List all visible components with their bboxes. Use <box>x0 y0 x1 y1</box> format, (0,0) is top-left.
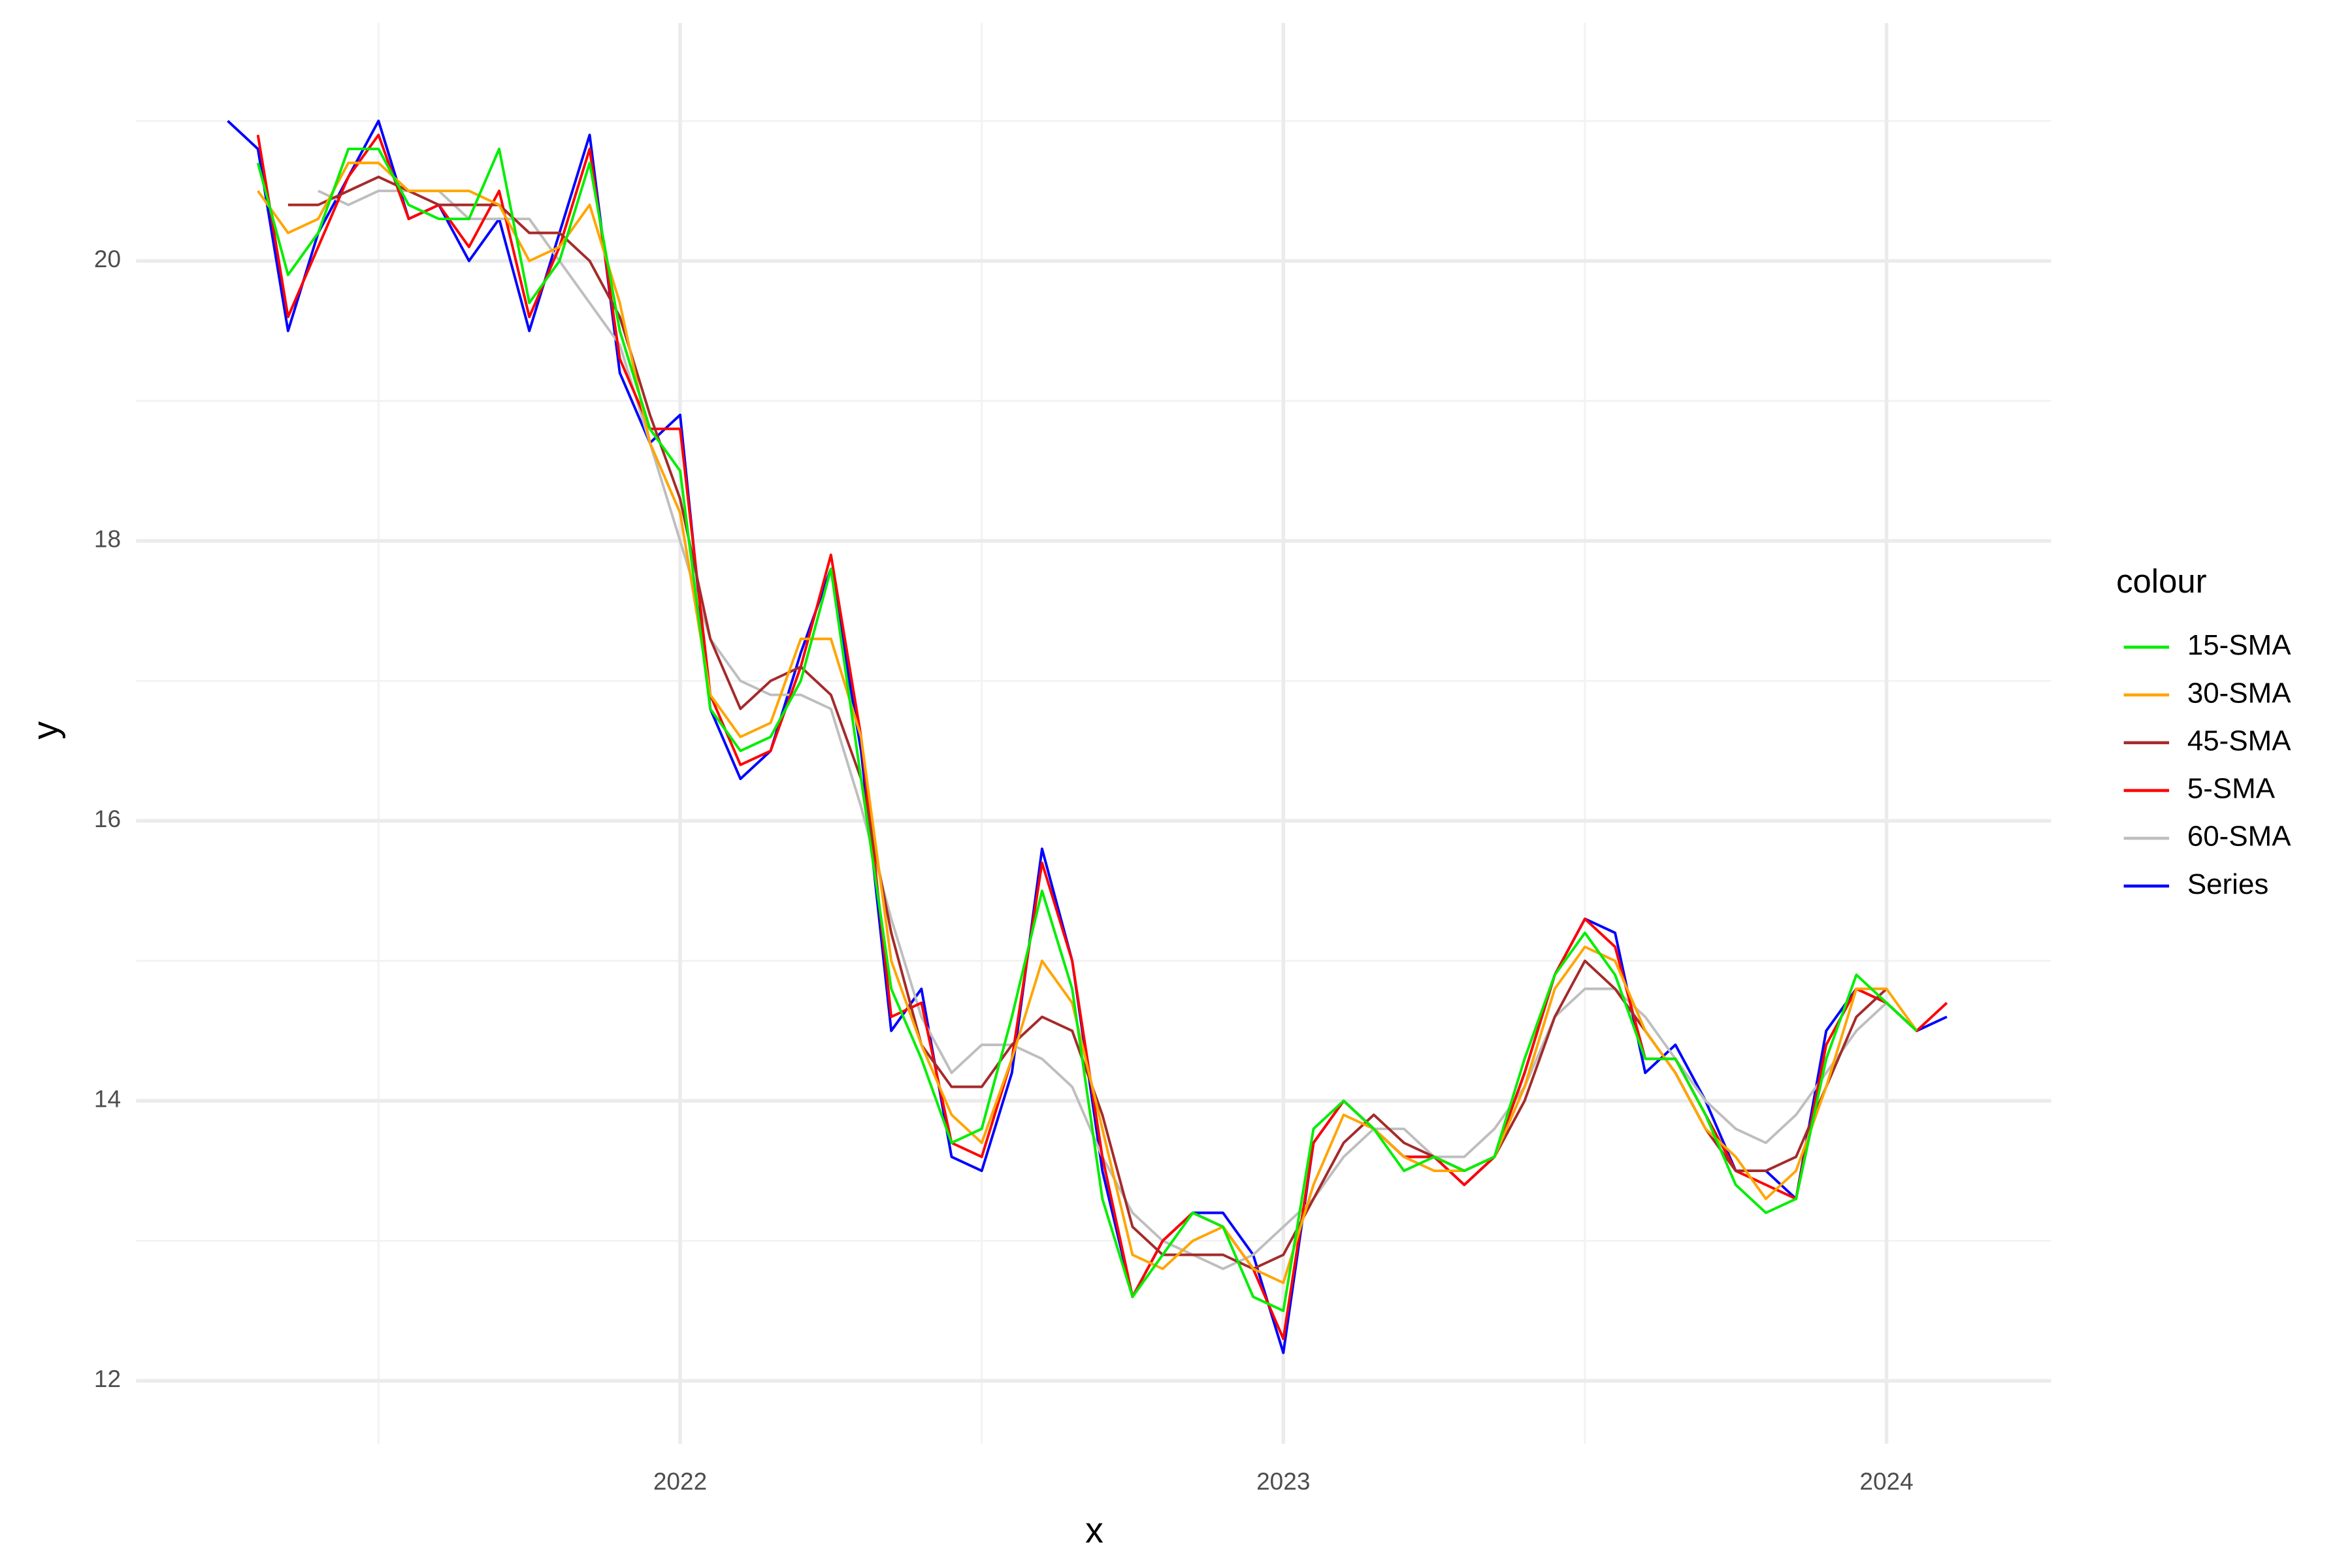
legend-label: Series <box>2187 868 2269 900</box>
legend-label: 5-SMA <box>2187 773 2276 805</box>
series-line <box>256 133 1948 1341</box>
series-line <box>318 189 1887 1271</box>
y-tick-label: 14 <box>94 1085 121 1113</box>
x-axis-title: x <box>1085 1510 1103 1550</box>
y-tick-label: 12 <box>94 1365 121 1392</box>
y-axis-title: y <box>25 721 66 740</box>
legend-title: colour <box>2116 563 2207 600</box>
series-line <box>227 120 1948 1354</box>
y-tick-label: 16 <box>94 805 121 832</box>
legend-label: 15-SMA <box>2187 629 2291 661</box>
y-tick-label: 18 <box>94 525 121 553</box>
legend-label: 45-SMA <box>2187 725 2291 757</box>
legend-label: 30-SMA <box>2187 677 2291 709</box>
x-tick-label: 2023 <box>1256 1467 1310 1495</box>
series-line <box>287 175 1887 1271</box>
x-tick-label: 2022 <box>653 1467 707 1495</box>
y-tick-label: 20 <box>94 245 121 272</box>
series-line <box>257 161 1918 1284</box>
legend-label: 60-SMA <box>2187 821 2291 853</box>
x-tick-label: 2024 <box>1859 1467 1913 1495</box>
series-line <box>256 147 1918 1313</box>
